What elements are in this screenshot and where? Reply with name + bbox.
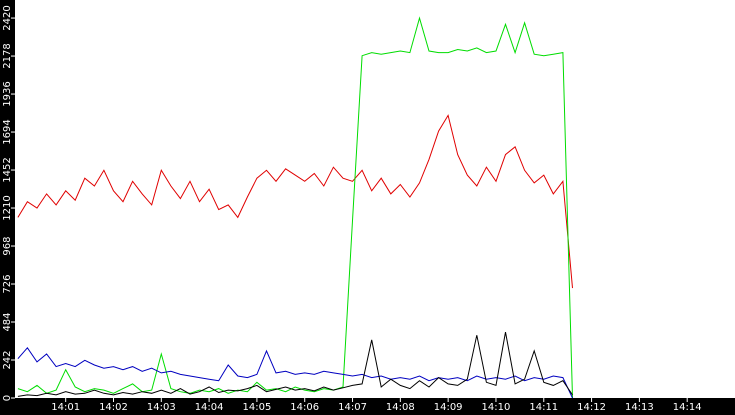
series-line — [17, 114, 573, 289]
y-tick-label: 2420 — [2, 5, 13, 30]
x-tick-label: 14:03 — [147, 402, 176, 413]
series-line — [17, 346, 573, 399]
y-tick-label: 242 — [2, 350, 13, 369]
y-axis-strip — [0, 0, 15, 415]
y-tick-label: 968 — [2, 236, 13, 255]
x-axis-strip — [0, 398, 735, 415]
y-tick-label: 1694 — [2, 119, 13, 144]
x-tick-label: 14:05 — [242, 402, 271, 413]
x-tick-label: 14:07 — [338, 402, 367, 413]
x-tick-label: 14:08 — [386, 402, 415, 413]
y-tick-label: 1210 — [2, 195, 13, 220]
y-tick-label: 484 — [2, 312, 13, 331]
series-line — [17, 332, 573, 397]
x-tick-label: 14:09 — [434, 402, 463, 413]
y-tick-label: 1936 — [2, 81, 13, 106]
y-tick-label: 0 — [2, 395, 13, 401]
x-tick-label: 14:13 — [625, 402, 654, 413]
series-line — [17, 16, 573, 399]
x-tick-label: 14:11 — [529, 402, 558, 413]
x-tick-label: 14:01 — [51, 402, 80, 413]
x-tick-label: 14:12 — [577, 402, 606, 413]
y-tick-label: 1452 — [2, 157, 13, 182]
y-tick-label: 2178 — [2, 43, 13, 68]
x-tick-label: 14:04 — [195, 402, 224, 413]
x-tick-label: 14:14 — [673, 402, 702, 413]
x-tick-label: 14:06 — [290, 402, 319, 413]
x-tick-label: 14:02 — [99, 402, 128, 413]
x-tick-label: 14:10 — [482, 402, 511, 413]
y-tick-label: 726 — [2, 274, 13, 293]
